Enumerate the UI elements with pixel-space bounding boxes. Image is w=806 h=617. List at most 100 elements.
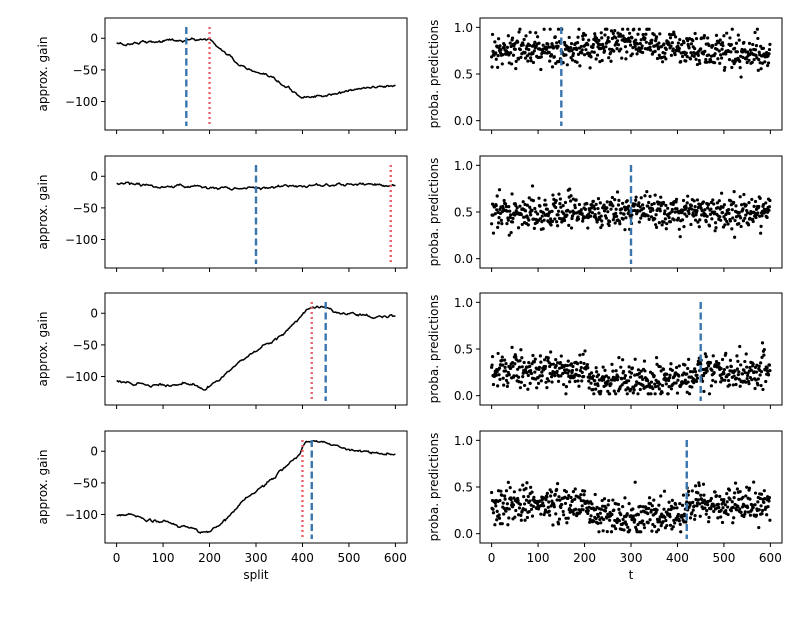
scatter-point xyxy=(563,370,567,375)
scatter-point xyxy=(545,495,549,499)
scatter-point xyxy=(517,506,522,510)
scatter-point xyxy=(629,387,633,391)
scatter-point xyxy=(756,500,760,504)
scatter-point xyxy=(506,480,510,484)
scatter-point xyxy=(549,53,554,57)
scatter-point xyxy=(621,358,625,362)
scatter-point xyxy=(509,497,513,502)
y-tick-label: 0.0 xyxy=(454,527,473,541)
scatter-point xyxy=(669,362,673,366)
scatter-point xyxy=(697,483,701,488)
x-tick-label: 300 xyxy=(245,551,268,565)
scatter-point xyxy=(689,222,693,227)
scatter-point xyxy=(687,46,691,50)
scatter-point xyxy=(557,517,562,521)
scatter-point xyxy=(646,512,650,516)
scatter-point xyxy=(620,56,624,60)
scatter-point xyxy=(633,208,637,213)
scatter-point xyxy=(522,360,526,365)
scatter-point xyxy=(520,356,524,360)
scatter-point xyxy=(562,368,567,372)
scatter-point xyxy=(647,506,651,511)
scatter-point xyxy=(743,510,747,514)
scatter-point xyxy=(736,373,740,377)
scatter-point xyxy=(685,390,689,394)
scatter-point xyxy=(664,382,668,386)
scatter-point xyxy=(498,44,502,48)
scatter-point xyxy=(707,515,711,520)
scatter-point xyxy=(713,229,717,233)
scatter-point xyxy=(761,387,765,392)
scatter-point xyxy=(605,530,609,534)
scatter-point xyxy=(726,207,731,212)
scatter-point xyxy=(660,60,665,64)
scatter-point xyxy=(765,513,769,517)
scatter-point xyxy=(756,211,760,215)
scatter-point xyxy=(527,361,531,365)
scatter-point xyxy=(718,494,722,498)
scatter-point xyxy=(663,515,667,519)
scatter-point xyxy=(733,481,738,485)
scatter-point xyxy=(713,61,717,65)
scatter-point xyxy=(651,522,655,527)
scatter-point xyxy=(625,512,629,516)
scatter-point xyxy=(508,486,512,490)
scatter-point xyxy=(620,377,624,381)
scatter-point xyxy=(641,377,645,381)
scatter-point xyxy=(534,31,538,35)
scatter-point xyxy=(730,208,734,212)
scatter-point xyxy=(691,500,695,504)
scatter-point xyxy=(556,44,560,48)
scatter-point xyxy=(592,519,596,523)
scatter-point xyxy=(556,27,561,31)
scatter-point xyxy=(692,199,696,203)
scatter-point xyxy=(717,505,721,510)
scatter-point xyxy=(621,27,625,31)
scatter-point xyxy=(725,31,729,35)
scatter-point xyxy=(544,380,548,384)
scatter-point xyxy=(710,368,714,372)
y-tick-label: −50 xyxy=(73,338,98,352)
scatter-point xyxy=(691,370,695,374)
scatter-point xyxy=(752,204,756,208)
scatter-point xyxy=(719,53,723,57)
scatter-point xyxy=(700,501,705,505)
scatter-point xyxy=(668,523,673,527)
axes-frame xyxy=(104,17,408,131)
scatter-point xyxy=(648,209,653,214)
scatter-point xyxy=(725,219,729,224)
scatter-point xyxy=(569,495,573,500)
scatter-point xyxy=(724,509,728,513)
scatter-point xyxy=(529,368,533,373)
scatter-point xyxy=(594,516,598,521)
scatter-point xyxy=(662,220,666,224)
scatter-point xyxy=(739,216,743,220)
scatter-point xyxy=(540,220,544,224)
scatter-point xyxy=(670,33,674,37)
scatter-point xyxy=(634,195,638,199)
scatter-point xyxy=(581,352,585,356)
scatter-point xyxy=(496,54,500,58)
scatter-point xyxy=(502,383,506,387)
scatter-point xyxy=(608,518,612,522)
scatter-point xyxy=(621,504,625,509)
scatter-point xyxy=(497,216,501,220)
scatter-point xyxy=(653,193,657,197)
scatter-point xyxy=(680,515,684,519)
scatter-point xyxy=(491,382,496,387)
scatter-point xyxy=(672,518,676,523)
scatter-point xyxy=(564,490,569,494)
scatter-point xyxy=(623,496,627,500)
scatter-point xyxy=(589,55,593,59)
scatter-point xyxy=(619,211,623,215)
scatter-point xyxy=(521,200,525,204)
scatter-point xyxy=(538,217,543,221)
scatter-point xyxy=(759,361,763,365)
scatter-point xyxy=(588,520,592,524)
scatter-point xyxy=(547,379,551,383)
scatter-point xyxy=(555,41,559,45)
scatter-point xyxy=(607,40,611,44)
scatter-point xyxy=(551,193,555,197)
scatter-point xyxy=(503,43,507,47)
scatter-point xyxy=(751,42,755,47)
